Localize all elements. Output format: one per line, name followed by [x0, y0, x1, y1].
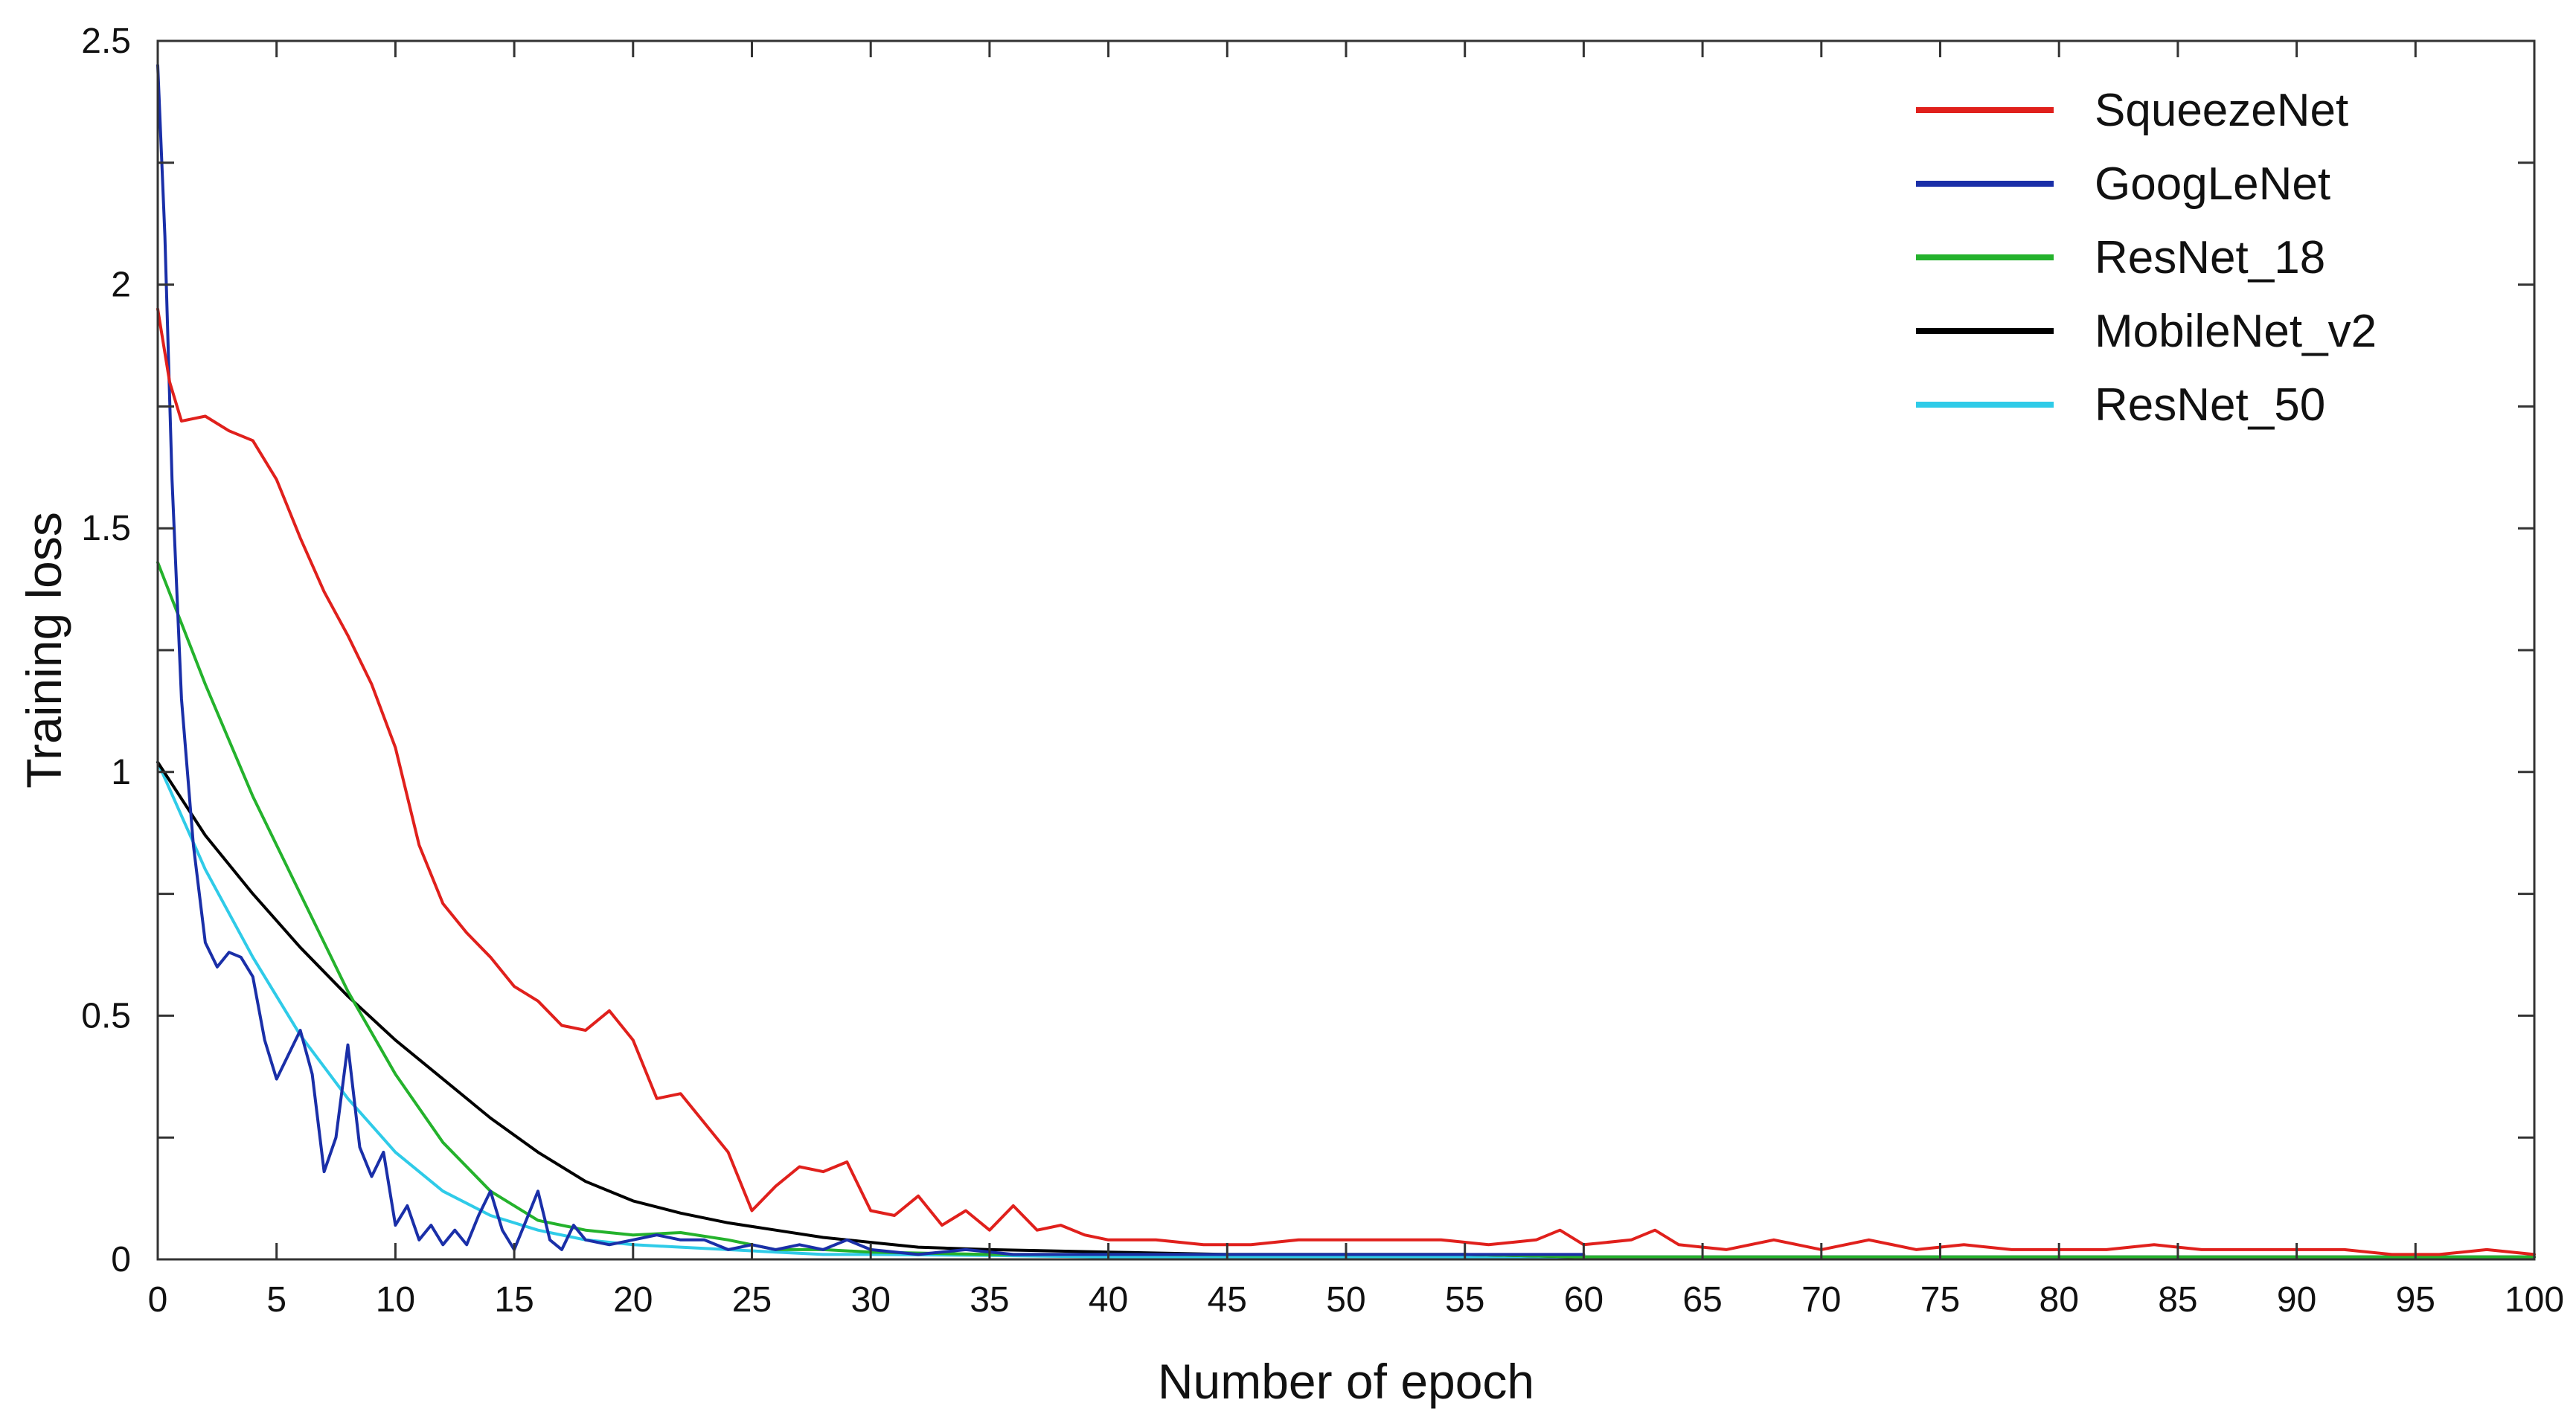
x-tick-labels: 0 5 10 15 20 25 30 35 40 45 50 55 60 65 70 75 80 85 90 95 10…	[148, 1280, 2564, 1320]
y-tick-label: 0.5	[81, 996, 131, 1035]
y-tick-label: 1	[111, 753, 131, 792]
x-tick-label: 60	[1564, 1280, 1603, 1320]
x-tick-label: 70	[1801, 1280, 1841, 1320]
x-tick-label: 35	[970, 1280, 1009, 1320]
legend-label: MobileNet_v2	[2095, 306, 2377, 357]
x-tick-label: 15	[494, 1280, 534, 1320]
x-tick-label: 20	[613, 1280, 653, 1320]
x-tick-label: 10	[376, 1280, 415, 1320]
x-tick-label: 25	[732, 1280, 772, 1320]
y-tick-label: 2	[111, 266, 131, 305]
legend-label: ResNet_50	[2095, 379, 2325, 431]
y-axis-title: Training loss	[16, 512, 71, 789]
x-tick-label: 85	[2158, 1280, 2197, 1320]
series-line-googlenet	[156, 63, 1586, 1256]
x-tick-label: 65	[1682, 1280, 1722, 1320]
x-tick-label: 30	[851, 1280, 891, 1320]
x-tick-label: 80	[2040, 1280, 2079, 1320]
legend: SqueezeNet GoogLeNet ResNet_18 MobileNet_v2…	[1916, 85, 2377, 431]
series-line-squeezenet	[156, 307, 2536, 1256]
x-axis-title: Number of epoch	[1158, 1354, 1534, 1409]
tick-marks	[156, 39, 2536, 1261]
legend-label: ResNet_18	[2095, 232, 2325, 283]
x-tick-label: 45	[1208, 1280, 1247, 1320]
x-tick-label: 75	[1920, 1280, 1960, 1320]
x-tick-label: 50	[1326, 1280, 1365, 1320]
y-tick-label: 2.5	[81, 22, 131, 61]
x-tick-label: 0	[148, 1280, 168, 1320]
x-tick-label: 100	[2505, 1280, 2564, 1320]
y-tick-label: 1.5	[81, 509, 131, 548]
x-tick-label: 40	[1089, 1280, 1128, 1320]
y-tick-label: 0	[111, 1240, 131, 1279]
x-tick-label: 95	[2396, 1280, 2435, 1320]
x-tick-label: 5	[266, 1280, 286, 1320]
x-tick-label: 90	[2277, 1280, 2316, 1320]
legend-label: SqueezeNet	[2095, 85, 2348, 136]
y-tick-labels: 0 0.5 1 1.5 2 2.5	[81, 22, 131, 1279]
legend-label: GoogLeNet	[2095, 158, 2330, 210]
x-tick-label: 55	[1445, 1280, 1484, 1320]
